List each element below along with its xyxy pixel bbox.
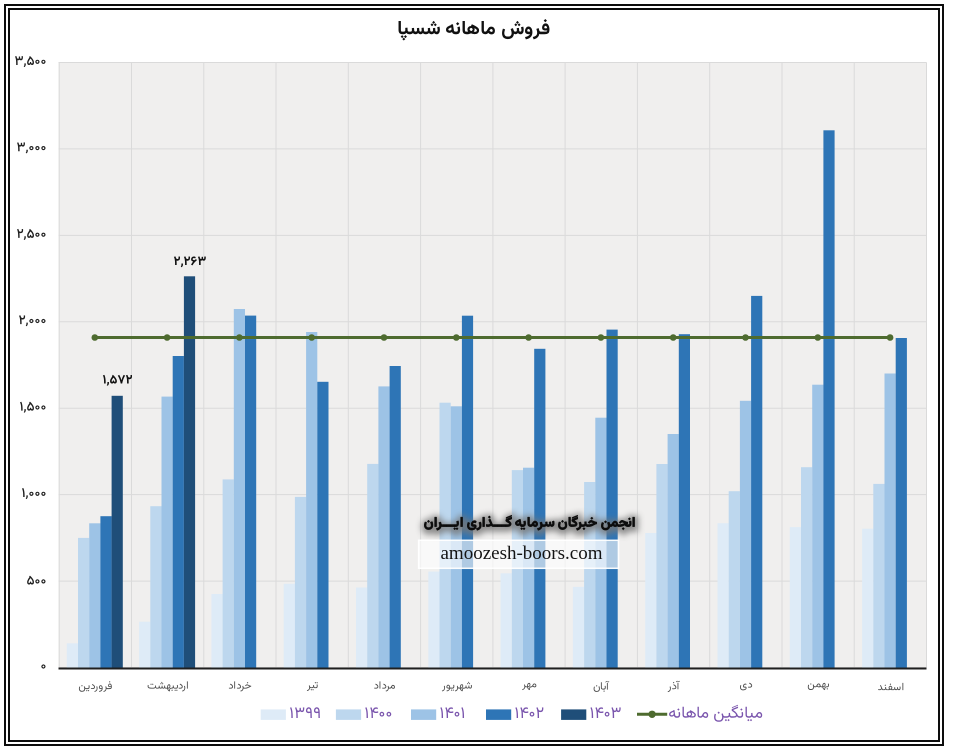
svg-text:amoozesh-boors.com: amoozesh-boors.com [441, 543, 603, 564]
